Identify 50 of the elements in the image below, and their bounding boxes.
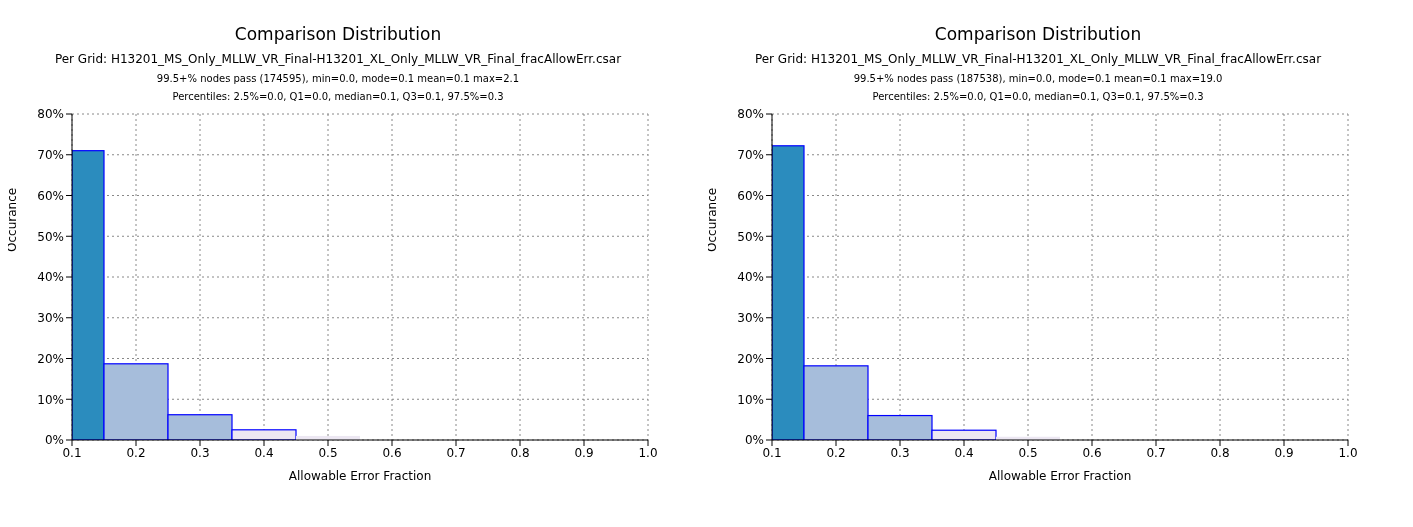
x-tick-label: 0.5 xyxy=(1018,445,1038,460)
y-tick-label: 30% xyxy=(737,311,764,326)
y-tick-label: 60% xyxy=(737,188,764,203)
chart-title: Comparison Distribution xyxy=(933,24,1143,44)
text: Percentiles: 2.5%=0.0, Q1=0.0, median=0.1, Q3=0.1, 97.5%=0.3 xyxy=(871,91,1205,102)
x-tick-label: 0.6 xyxy=(1082,445,1102,460)
x-tick-label: 0.9 xyxy=(574,445,594,460)
y-axis-title: Occurance xyxy=(705,187,720,252)
x-tick-label: 0.3 xyxy=(890,445,910,460)
x-axis-title: Allowable Error Fraction xyxy=(988,469,1132,483)
x-tick-label: 1.0 xyxy=(638,445,658,460)
y-tick-label: 80% xyxy=(737,107,764,122)
x-tick-label: 0.3 xyxy=(190,445,210,460)
chart-subtitle: Per Grid: H13201_MS_Only_MLLW_VR_Final-H13201_XL_Only_MLLW_VR_Final_fracAllowErr.csar xyxy=(753,52,1323,66)
y-tick-label: 70% xyxy=(737,148,764,163)
chart-subtitle: Per Grid: H13201_MS_Only_MLLW_VR_Final-H13201_XL_Only_MLLW_VR_Final_fracAllowErr.csar xyxy=(53,52,623,66)
x-tick-label: 0.7 xyxy=(1146,445,1166,460)
y-tick-label: 60% xyxy=(37,188,64,203)
y-tick-label: 0% xyxy=(44,433,64,448)
x-axis-title: Allowable Error Fraction xyxy=(288,469,432,483)
x-tick-label: 0.5 xyxy=(318,445,338,460)
x-tick-label: 0.4 xyxy=(954,445,974,460)
text: 99.5+% nodes pass (174595), min=0.0, mode=0.1 mean=0.1 max=2.1 xyxy=(155,73,521,84)
chart-title: Comparison Distribution xyxy=(233,24,443,44)
x-tick-label: 0.1 xyxy=(762,445,782,460)
y-tick-label: 20% xyxy=(737,351,764,366)
x-tick-label: 0.8 xyxy=(1210,445,1230,460)
x-tick-label: 0.8 xyxy=(510,445,530,460)
y-tick-label: 80% xyxy=(37,107,64,122)
y-tick-label: 50% xyxy=(737,229,764,244)
y-tick-label: 30% xyxy=(37,311,64,326)
x-tick-label: 1.0 xyxy=(1338,445,1358,460)
x-tick-label: 0.7 xyxy=(446,445,466,460)
x-tick-label: 0.4 xyxy=(254,445,274,460)
y-tick-label: 10% xyxy=(737,392,764,407)
text: 99.5+% nodes pass (187538), min=0.0, mode=0.1 mean=0.1 max=19.0 xyxy=(852,73,1224,84)
y-tick-label: 20% xyxy=(37,351,64,366)
x-tick-label: 0.2 xyxy=(126,445,146,460)
x-tick-label: 0.2 xyxy=(826,445,846,460)
x-tick-label: 0.1 xyxy=(62,445,82,460)
y-tick-label: 40% xyxy=(37,270,64,285)
x-tick-label: 0.9 xyxy=(1274,445,1294,460)
x-tick-label: 0.6 xyxy=(382,445,402,460)
y-tick-label: 10% xyxy=(37,392,64,407)
y-axis-title: Occurance xyxy=(5,187,20,252)
y-tick-label: 0% xyxy=(744,433,764,448)
y-tick-label: 70% xyxy=(37,148,64,163)
y-tick-label: 50% xyxy=(37,229,64,244)
y-tick-label: 40% xyxy=(737,270,764,285)
text: Percentiles: 2.5%=0.0, Q1=0.0, median=0.1, Q3=0.1, 97.5%=0.3 xyxy=(171,91,505,102)
